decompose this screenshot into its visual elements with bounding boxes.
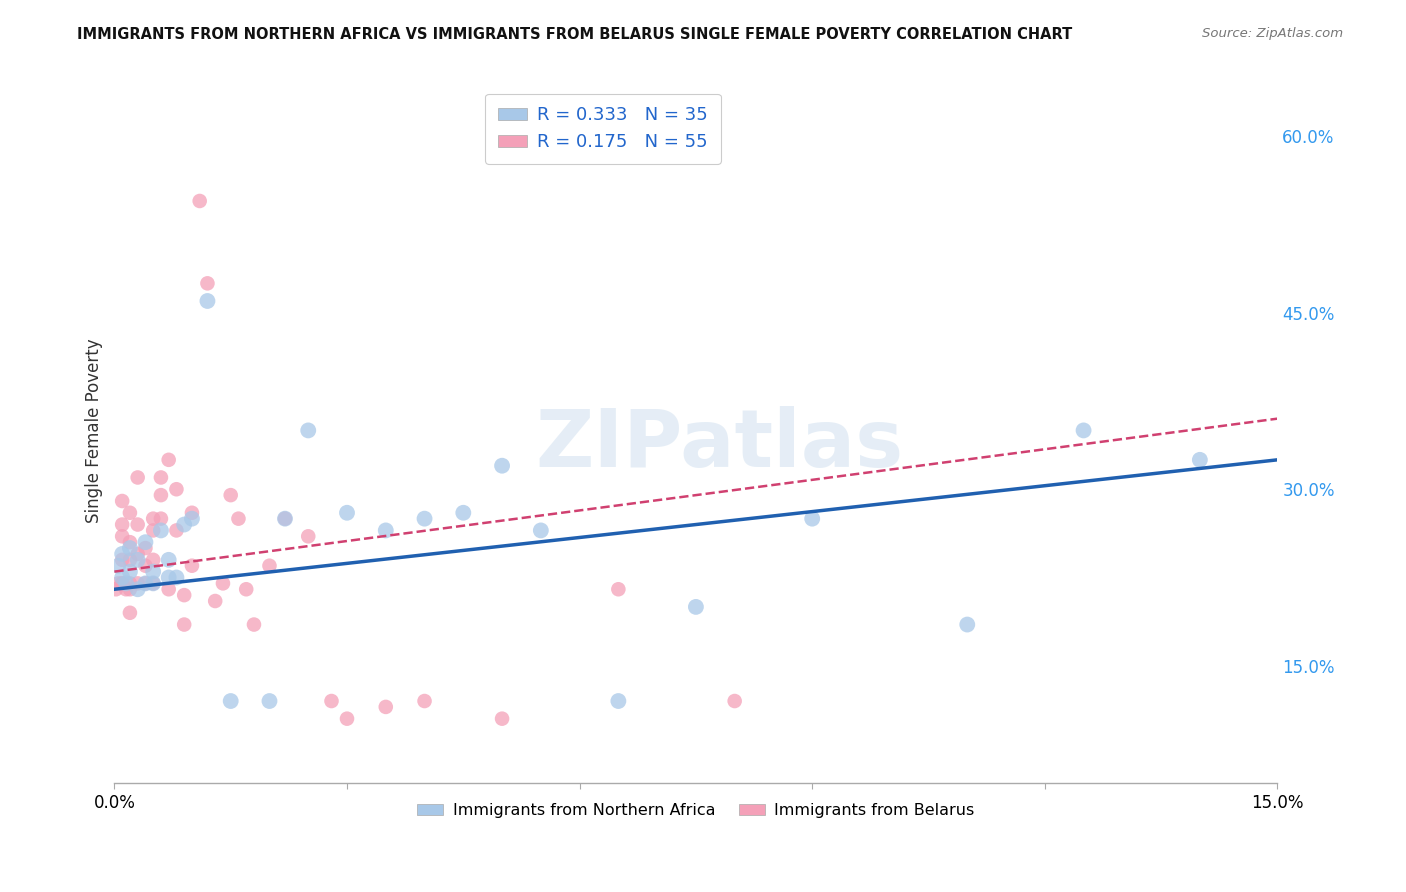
Point [111, 553, 134, 567]
Point [336, 712, 359, 726]
Point [118, 606, 141, 620]
Point [165, 570, 187, 584]
Point [607, 694, 630, 708]
Point [118, 541, 141, 555]
Point [259, 558, 281, 573]
Point [142, 553, 165, 567]
Point [530, 524, 553, 538]
Point [197, 293, 219, 308]
Point [801, 511, 824, 525]
Point [491, 458, 513, 473]
Point [1073, 424, 1095, 438]
Point [1188, 453, 1211, 467]
Point [118, 553, 141, 567]
Point [173, 517, 195, 532]
Point [118, 582, 141, 597]
Point [134, 558, 156, 573]
Point [134, 541, 156, 555]
Point [127, 517, 149, 532]
Point [181, 558, 204, 573]
Point [142, 576, 165, 591]
Point [115, 576, 138, 591]
Point [607, 582, 630, 597]
Point [274, 511, 297, 525]
Point [107, 576, 129, 591]
Point [111, 570, 134, 584]
Point [149, 470, 172, 484]
Point [149, 524, 172, 538]
Text: Source: ZipAtlas.com: Source: ZipAtlas.com [1202, 27, 1343, 40]
Point [197, 277, 219, 291]
Point [274, 511, 297, 525]
Point [115, 582, 138, 597]
Point [181, 506, 204, 520]
Point [204, 594, 226, 608]
Point [336, 506, 359, 520]
Point [956, 617, 979, 632]
Point [374, 524, 396, 538]
Point [413, 694, 436, 708]
Point [142, 565, 165, 579]
Point [228, 511, 250, 525]
Point [157, 582, 180, 597]
Point [118, 506, 141, 520]
Point [111, 576, 134, 591]
Point [188, 194, 211, 208]
Point [142, 511, 165, 525]
Point [181, 511, 204, 525]
Point [235, 582, 257, 597]
Point [127, 582, 149, 597]
Point [118, 576, 141, 591]
Point [134, 576, 156, 591]
Point [149, 511, 172, 525]
Point [157, 553, 180, 567]
Point [219, 488, 242, 502]
Point [104, 582, 127, 597]
Point [127, 470, 149, 484]
Point [111, 547, 134, 561]
Point [165, 482, 187, 496]
Point [453, 506, 475, 520]
Point [173, 617, 195, 632]
Point [297, 529, 319, 543]
Point [149, 488, 172, 502]
Point [107, 558, 129, 573]
Point [212, 576, 235, 591]
Point [118, 565, 141, 579]
Y-axis label: Single Female Poverty: Single Female Poverty [86, 338, 103, 523]
Point [685, 599, 707, 614]
Point [724, 694, 747, 708]
Text: IMMIGRANTS FROM NORTHERN AFRICA VS IMMIGRANTS FROM BELARUS SINGLE FEMALE POVERTY: IMMIGRANTS FROM NORTHERN AFRICA VS IMMIG… [77, 27, 1073, 42]
Point [173, 588, 195, 602]
Point [142, 524, 165, 538]
Legend: Immigrants from Northern Africa, Immigrants from Belarus: Immigrants from Northern Africa, Immigra… [411, 797, 981, 825]
Point [111, 529, 134, 543]
Point [491, 712, 513, 726]
Point [111, 576, 134, 591]
Point [111, 517, 134, 532]
Point [413, 511, 436, 525]
Point [134, 576, 156, 591]
Point [259, 694, 281, 708]
Point [165, 524, 187, 538]
Point [219, 694, 242, 708]
Point [157, 453, 180, 467]
Point [127, 547, 149, 561]
Point [127, 576, 149, 591]
Point [111, 494, 134, 508]
Point [297, 424, 319, 438]
Point [118, 535, 141, 549]
Point [321, 694, 343, 708]
Point [374, 699, 396, 714]
Text: ZIPatlas: ZIPatlas [536, 406, 903, 483]
Point [243, 617, 266, 632]
Point [127, 553, 149, 567]
Point [157, 570, 180, 584]
Point [142, 576, 165, 591]
Point [134, 535, 156, 549]
